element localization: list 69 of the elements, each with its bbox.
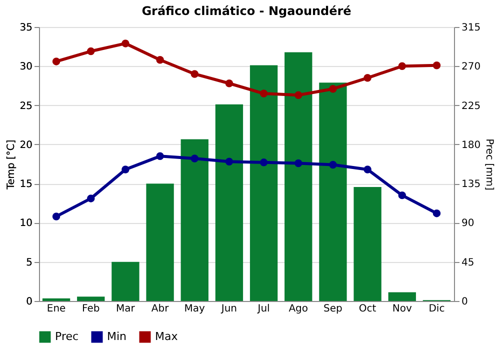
point [260, 158, 268, 166]
y-tick-label: 10 [20, 218, 32, 230]
x-tick-label: Ago [288, 304, 308, 314]
y2-tick-label: 0 [462, 296, 468, 308]
chart-title: Gráfico climático - Ngaoundéré [142, 4, 352, 18]
y-tick-label: 35 [20, 22, 32, 34]
y2-tick-label: 270 [462, 62, 481, 73]
bar [77, 296, 105, 301]
point [432, 209, 441, 218]
x-tick-label: Oct [358, 304, 376, 314]
point [260, 90, 268, 98]
y2-tick-label: 180 [462, 140, 481, 151]
y2-axis-title: Prec [mm] [484, 138, 495, 191]
point [364, 74, 372, 82]
bar [180, 139, 208, 301]
y2-tick-label: 135 [462, 179, 481, 190]
x-tick-label: Mar [116, 304, 136, 314]
bar [250, 65, 278, 301]
x-tick-label: Jun [220, 304, 238, 314]
y2-tick-label: 45 [462, 257, 474, 268]
x-tick-label: Nov [392, 304, 412, 314]
point [329, 160, 337, 169]
point [87, 194, 95, 202]
y-tick-label: 20 [20, 140, 32, 151]
y-tick-label: 15 [20, 179, 32, 190]
bar [319, 82, 347, 301]
point [122, 166, 130, 174]
point [294, 159, 302, 168]
x-tick-label: Dic [428, 304, 445, 314]
point [122, 40, 130, 48]
bar [215, 104, 244, 301]
y-axis-title: Temp [°C] [6, 140, 17, 190]
x-tick-label: Sep [324, 304, 342, 314]
point [52, 58, 60, 66]
y-tick-label: 25 [20, 100, 32, 112]
point [432, 61, 441, 70]
bar [112, 262, 140, 301]
y2-tick-label: 315 [462, 22, 481, 34]
legend-label: Prec [55, 330, 79, 343]
legend-label: Min [107, 330, 127, 343]
point [225, 80, 234, 88]
point [398, 62, 406, 70]
point [190, 154, 198, 162]
bar [354, 187, 382, 301]
x-tick-label: May [184, 304, 206, 314]
bar [146, 184, 174, 301]
bar [42, 298, 70, 301]
y2-tick-label: 90 [462, 218, 474, 230]
point [156, 56, 164, 64]
bar [388, 292, 416, 301]
point [156, 152, 164, 160]
x-tick-label: Ene [46, 304, 66, 314]
point [364, 166, 372, 174]
point [225, 158, 234, 166]
point [398, 191, 406, 200]
y-tick-label: 0 [26, 296, 32, 308]
point [190, 70, 198, 78]
legend-label: Max [155, 330, 178, 343]
x-tick-label: Jul [256, 304, 270, 314]
point [294, 91, 302, 99]
point [87, 47, 95, 56]
y2-tick-label: 225 [462, 100, 481, 112]
y-tick-label: 30 [20, 62, 32, 73]
x-tick-label: Abr [151, 304, 170, 314]
x-tick-label: Feb [82, 304, 100, 314]
point [329, 84, 337, 93]
y-tick-label: 5 [26, 257, 32, 268]
bar [284, 52, 312, 301]
point [52, 212, 60, 220]
